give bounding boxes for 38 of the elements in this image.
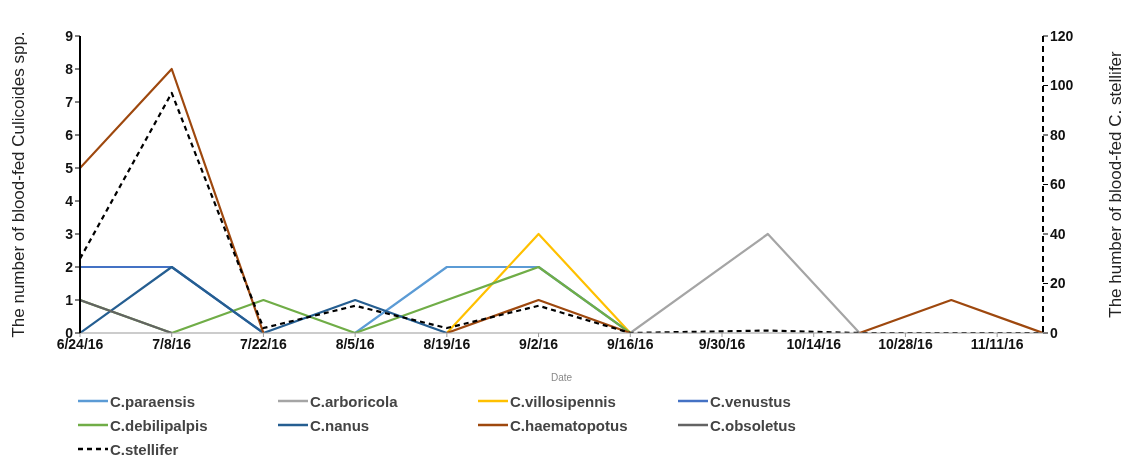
y2-tick-label: 120 bbox=[1050, 27, 1074, 44]
legend-label: C.obsoletus bbox=[710, 416, 796, 434]
y2-axis-title: The humber of blood-fed C. stellifer bbox=[1106, 50, 1126, 318]
y-tick-label: 8 bbox=[65, 60, 74, 77]
y-tick-label: 4 bbox=[65, 192, 74, 209]
legend-label: C.villosipennis bbox=[510, 392, 616, 410]
x-tick-label: 7/8/16 bbox=[152, 335, 192, 352]
y2-tick-label: 60 bbox=[1050, 176, 1066, 193]
legend-label: C.arboricola bbox=[310, 392, 398, 410]
legend-label: C.haematopotus bbox=[510, 416, 628, 434]
legend-label: C.stellifer bbox=[110, 440, 179, 458]
legend-label: C.debilipalpis bbox=[110, 416, 208, 434]
y2-tick-label: 0 bbox=[1050, 324, 1058, 341]
legend-label: C.venustus bbox=[710, 392, 791, 410]
y-tick-label: 1 bbox=[65, 291, 74, 308]
y-tick-label: 5 bbox=[65, 159, 74, 176]
x-tick-label: 9/30/16 bbox=[698, 335, 746, 352]
x-tick-label: 10/14/16 bbox=[786, 335, 842, 352]
y2-tick-label: 20 bbox=[1050, 275, 1066, 292]
y2-tick-label: 40 bbox=[1050, 225, 1066, 242]
y-tick-label: 6 bbox=[65, 126, 74, 143]
y2-tick-label: 80 bbox=[1050, 126, 1066, 143]
x-tick-label: 11/11/16 bbox=[970, 335, 1024, 352]
x-tick-label: 9/16/16 bbox=[606, 335, 654, 352]
y-tick-label: 2 bbox=[65, 258, 74, 275]
legend-label: C.nanus bbox=[310, 416, 370, 434]
y2-tick-label: 100 bbox=[1050, 77, 1074, 94]
x-tick-label: 8/5/16 bbox=[335, 335, 375, 352]
y-axis-title: The number of blood-fed Culicoides spp. bbox=[9, 31, 29, 338]
y-tick-label: 7 bbox=[65, 93, 74, 110]
x-tick-label: 7/22/16 bbox=[240, 335, 287, 352]
legend-label: C.paraensis bbox=[110, 392, 196, 410]
x-axis-title: Date bbox=[550, 372, 573, 383]
y-tick-label: 3 bbox=[65, 225, 74, 242]
x-tick-label: 9/2/16 bbox=[519, 335, 559, 352]
y-tick-label: 9 bbox=[65, 27, 74, 44]
x-tick-label: 10/28/16 bbox=[878, 335, 933, 352]
x-tick-label: 8/19/16 bbox=[423, 335, 471, 352]
